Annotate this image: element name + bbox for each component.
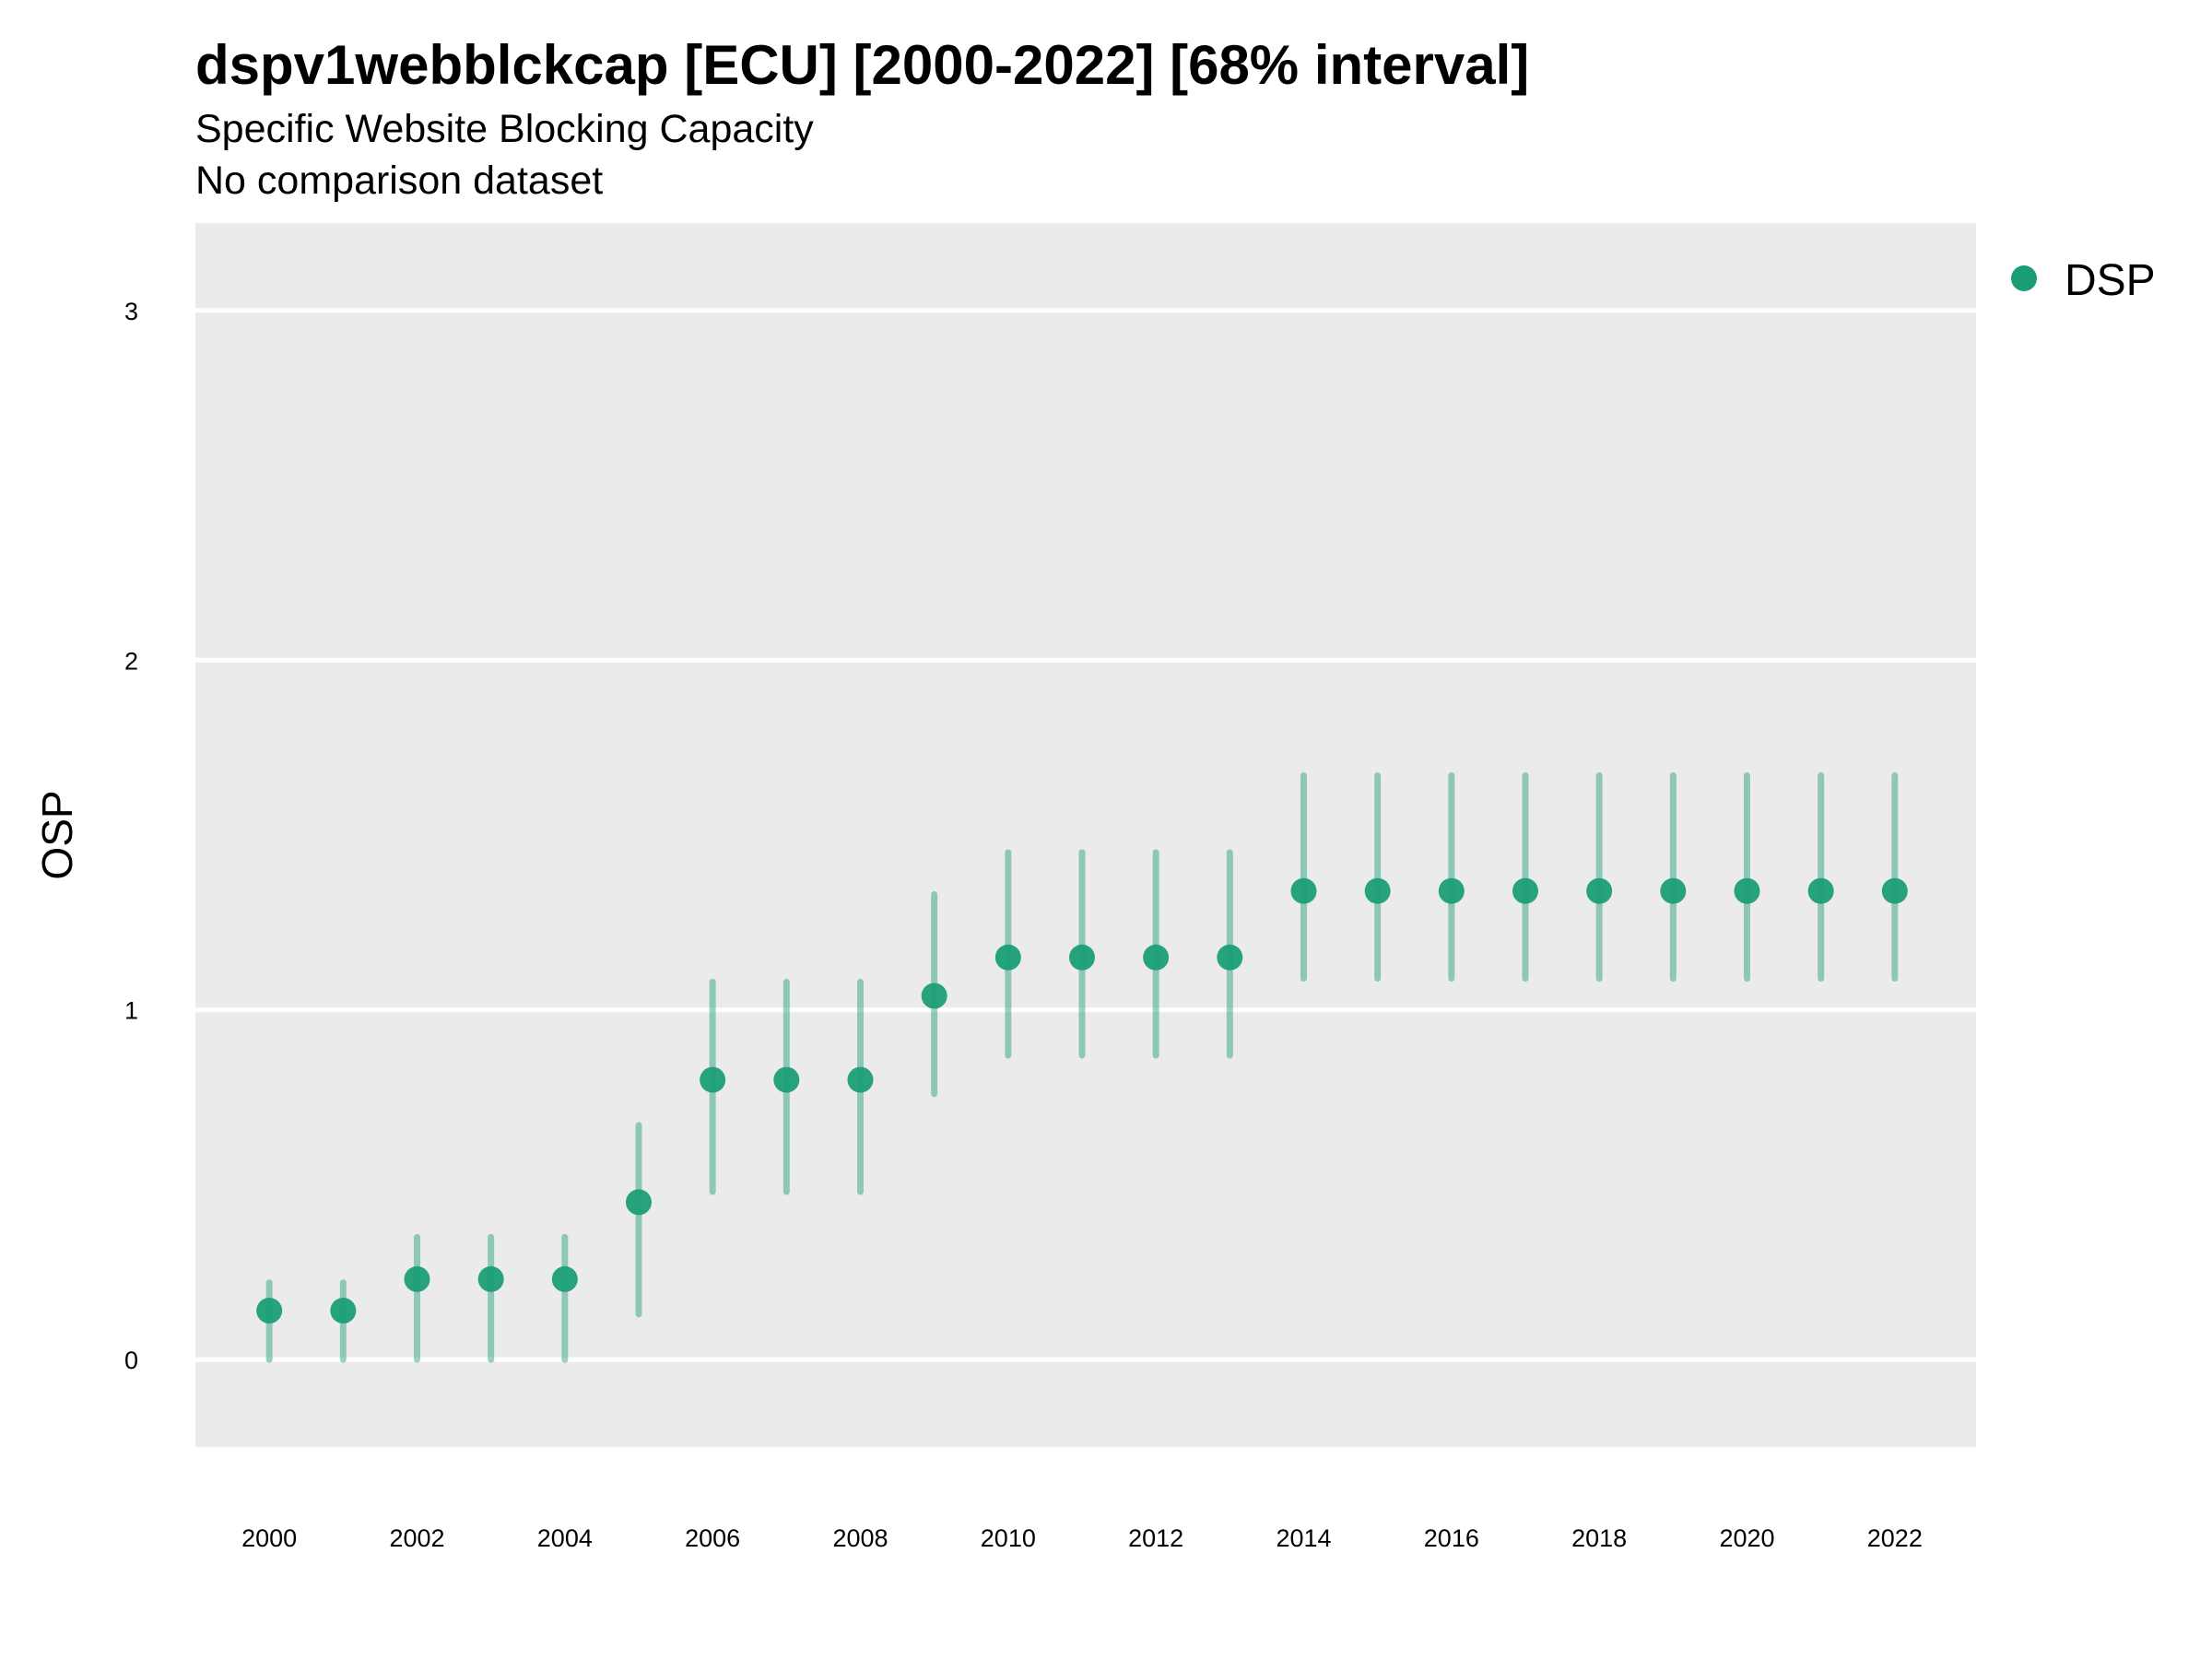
chart-subtitle: Specific Website Blocking Capacity bbox=[195, 107, 814, 151]
x-tick-label: 2012 bbox=[1128, 1524, 1183, 1552]
y-tick-label: 1 bbox=[124, 997, 138, 1025]
y-tick-labels: 0 1 2 3 bbox=[124, 298, 138, 1374]
data-point bbox=[1217, 944, 1243, 971]
data-point bbox=[1068, 944, 1095, 971]
data-point bbox=[1881, 877, 1908, 904]
x-tick-label: 2016 bbox=[1424, 1524, 1479, 1552]
legend-label-dsp: DSP bbox=[2065, 256, 2156, 305]
plot-panel bbox=[195, 223, 1976, 1447]
data-point bbox=[1364, 877, 1391, 904]
chart-caption: No comparison dataset bbox=[195, 159, 604, 203]
data-point bbox=[1438, 877, 1465, 904]
data-point bbox=[773, 1066, 800, 1093]
data-point bbox=[847, 1066, 874, 1093]
data-point bbox=[1734, 877, 1760, 904]
data-point bbox=[700, 1066, 726, 1093]
x-tick-label: 2008 bbox=[832, 1524, 888, 1552]
data-point bbox=[1512, 877, 1538, 904]
x-tick-label: 2000 bbox=[241, 1524, 297, 1552]
legend: DSP bbox=[2011, 256, 2156, 305]
data-point bbox=[625, 1189, 652, 1216]
data-point bbox=[1143, 944, 1170, 971]
data-point bbox=[1660, 877, 1687, 904]
x-tick-label: 2006 bbox=[685, 1524, 740, 1552]
data-point bbox=[994, 944, 1021, 971]
data-point bbox=[256, 1298, 283, 1324]
data-point bbox=[404, 1265, 430, 1292]
data-point bbox=[477, 1265, 504, 1292]
x-tick-label: 2020 bbox=[1719, 1524, 1774, 1552]
x-tick-label: 2010 bbox=[981, 1524, 1036, 1552]
data-point bbox=[1290, 877, 1317, 904]
y-tick-label: 2 bbox=[124, 647, 138, 675]
x-tick-label: 2002 bbox=[389, 1524, 444, 1552]
x-tick-label: 2022 bbox=[1867, 1524, 1923, 1552]
data-point bbox=[1807, 877, 1834, 904]
data-point bbox=[551, 1265, 578, 1292]
x-tick-label: 2018 bbox=[1571, 1524, 1627, 1552]
x-tick-label: 2014 bbox=[1276, 1524, 1331, 1552]
chart-title: dspv1webblckcap [ECU] [2000-2022] [68% i… bbox=[195, 34, 1530, 96]
legend-key-dsp bbox=[2011, 265, 2037, 291]
grid-lines bbox=[195, 308, 1976, 1362]
data-point bbox=[921, 982, 947, 1009]
y-tick-label: 0 bbox=[124, 1347, 138, 1374]
x-tick-labels: 2000 2002 2004 2006 2008 2010 2012 2014 2016 2018… bbox=[241, 1524, 1923, 1552]
data-point bbox=[330, 1298, 357, 1324]
data-point bbox=[1586, 877, 1613, 904]
y-axis-title: OSP bbox=[33, 790, 81, 879]
x-tick-label: 2004 bbox=[537, 1524, 593, 1552]
y-tick-label: 3 bbox=[124, 298, 138, 325]
data-points bbox=[256, 877, 1908, 1324]
